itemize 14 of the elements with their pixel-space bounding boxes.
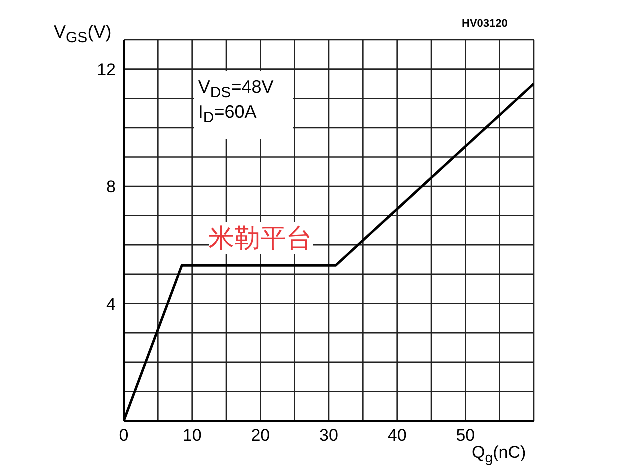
x-tick-label: 10 — [182, 426, 202, 446]
x-tick-label: 50 — [456, 426, 476, 446]
x-tick-label: 20 — [251, 426, 270, 446]
x-tick-label: 40 — [388, 426, 407, 446]
y-axis-title: V$_{GS}$(V) — [54, 22, 112, 47]
x-tick-label: 0 — [119, 426, 129, 446]
y-tick-label: 8 — [106, 178, 116, 197]
text: V$_{DS}$=48V I$_{D}$=60A — [198, 77, 274, 126]
y-tick-label: 12 — [97, 60, 116, 80]
x-axis-title: Q$_{g}$(nC) — [472, 443, 526, 466]
y-tick-label: 4 — [106, 294, 116, 314]
x-tick-label: 30 — [320, 426, 338, 446]
annotation: 米勒平台 — [208, 222, 313, 254]
text: HV03120 — [462, 18, 508, 30]
